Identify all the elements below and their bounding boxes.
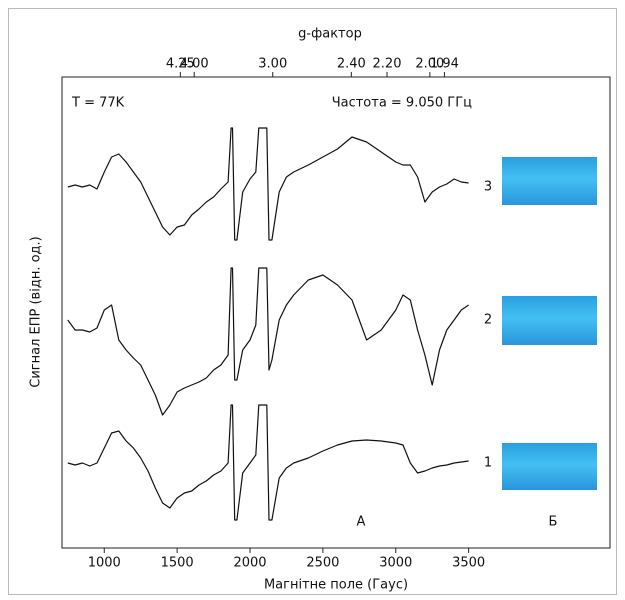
sample-image	[502, 296, 597, 345]
x-tick-label: 1000	[88, 556, 121, 571]
x-axis-title: Магнітне поле (Гаус)	[264, 578, 408, 593]
panel-label: А	[357, 515, 366, 530]
top-tick-label: 2.00	[415, 57, 444, 72]
top-tick-label: 4.00	[180, 57, 209, 72]
annotation: Частота = 9.050 ГГц	[332, 96, 472, 111]
annotation: T = 77K	[71, 96, 125, 111]
y-axis-title: Сигнал ЕПР (відн. од.)	[29, 236, 44, 387]
plot-frame	[61, 76, 611, 549]
sample-image	[502, 443, 597, 490]
x-tick-label: 2000	[233, 556, 266, 571]
epr-trace	[67, 127, 469, 241]
top-tick-label: 2.20	[373, 57, 402, 72]
x-tick-label: 3000	[379, 556, 412, 571]
x-tick-label: 3500	[452, 556, 485, 571]
panel-label: Б	[549, 515, 558, 530]
top-tick-label: 1.94	[430, 57, 459, 72]
epr-trace	[67, 267, 469, 416]
sample-image	[502, 157, 597, 205]
top-tick-label: 2.40	[337, 57, 366, 72]
trace-label: 2	[484, 313, 492, 328]
epr-trace	[67, 404, 469, 521]
x-tick-label: 1500	[161, 556, 194, 571]
x-tick-label: 2500	[306, 556, 339, 571]
top-tick-label: 3.00	[258, 57, 287, 72]
top-axis-title: g-фактор	[298, 27, 362, 42]
trace-label: 1	[484, 456, 492, 471]
top-tick-label: 4.25	[166, 57, 195, 72]
trace-label: 3	[484, 180, 492, 195]
